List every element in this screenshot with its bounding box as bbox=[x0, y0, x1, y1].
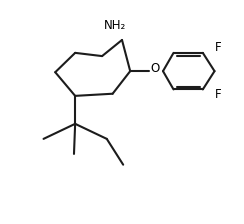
Text: O: O bbox=[151, 62, 160, 75]
Text: NH₂: NH₂ bbox=[103, 19, 126, 32]
Text: F: F bbox=[215, 88, 222, 101]
Text: F: F bbox=[215, 41, 222, 54]
